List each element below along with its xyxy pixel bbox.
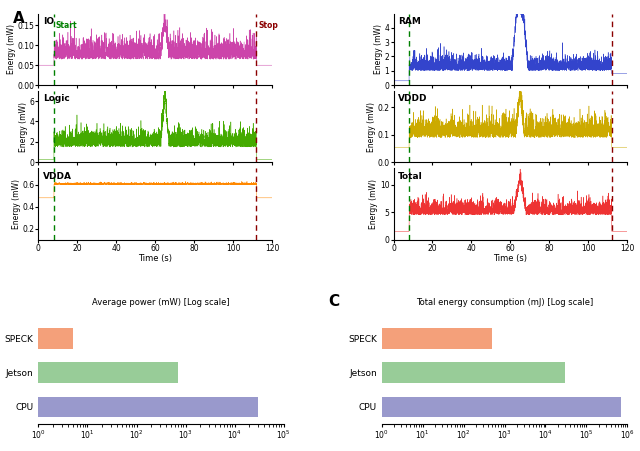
Title: Average power (mW) [Log scale]: Average power (mW) [Log scale] [92, 298, 230, 307]
Y-axis label: Energy (mW): Energy (mW) [7, 24, 16, 74]
Text: VDDD: VDDD [398, 94, 428, 103]
Y-axis label: Energy (mW): Energy (mW) [19, 101, 28, 152]
Y-axis label: Energy (mW): Energy (mW) [12, 179, 20, 229]
Bar [0, 396, 621, 417]
Title: Total energy consumption (mJ) [Log scale]: Total energy consumption (mJ) [Log scale… [416, 298, 593, 307]
Bar [0, 396, 258, 417]
Text: C: C [328, 294, 339, 309]
Text: A: A [13, 11, 24, 26]
Text: Stop: Stop [259, 21, 278, 30]
Text: Logic: Logic [43, 94, 70, 103]
Bar [0, 328, 73, 349]
Y-axis label: Energy (mW): Energy (mW) [369, 179, 378, 229]
Y-axis label: Energy (mW): Energy (mW) [367, 101, 376, 152]
Text: Start: Start [55, 21, 77, 30]
Text: IO: IO [43, 17, 54, 26]
Text: VDDA: VDDA [43, 172, 72, 181]
Bar [0, 362, 565, 383]
Y-axis label: Energy (mW): Energy (mW) [374, 24, 383, 74]
Bar [0, 362, 178, 383]
Text: RAM: RAM [398, 17, 421, 26]
Text: Total: Total [398, 172, 423, 181]
X-axis label: Time (s): Time (s) [493, 254, 527, 263]
Bar [0, 328, 492, 349]
X-axis label: Time (s): Time (s) [138, 254, 172, 263]
